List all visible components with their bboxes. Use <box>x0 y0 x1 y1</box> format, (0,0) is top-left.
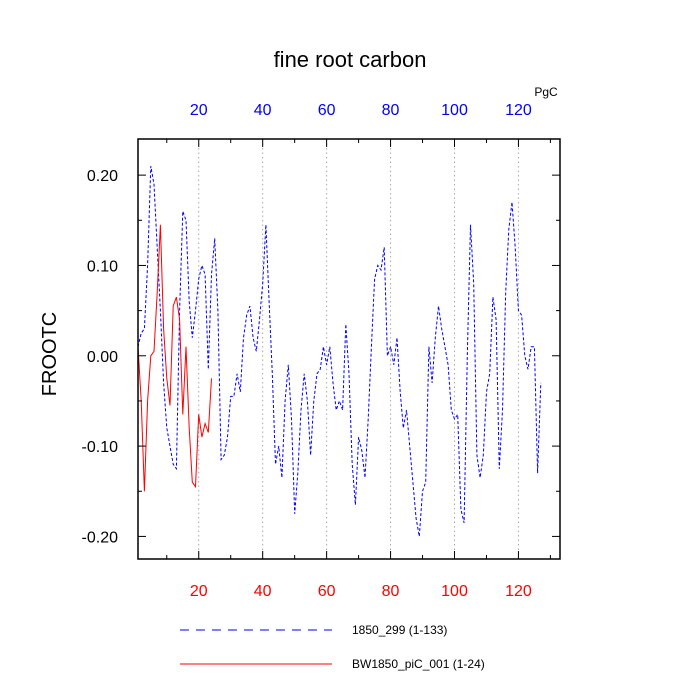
plot-frame <box>137 138 561 560</box>
top-axis-unit: PgC <box>534 85 558 99</box>
y-tick-label: 0.20 <box>87 168 118 185</box>
y-axis-label: FROOTC <box>39 312 61 396</box>
x-tick-label: 20 <box>190 583 208 600</box>
x-tick-label: 100 <box>441 583 468 600</box>
x-tick-label: 60 <box>318 583 336 600</box>
legend: 1850_299 (1-133) BW1850_piC_001 (1-24) <box>180 623 485 671</box>
y-tick-label: 0.00 <box>87 349 118 366</box>
chart-title: fine root carbon <box>274 47 427 72</box>
x-tick-label: 40 <box>254 583 272 600</box>
x-top-tick-label: 120 <box>505 102 532 119</box>
legend-label-1850-299: 1850_299 (1-133) <box>352 623 447 637</box>
y-tick-label: -0.10 <box>82 439 119 456</box>
series-group <box>137 166 542 537</box>
legend-label-bw1850-pic-001: BW1850_piC_001 (1-24) <box>352 657 485 671</box>
x-tick-label: 80 <box>382 583 400 600</box>
x-top-tick-label: 20 <box>190 102 208 119</box>
grid-lines <box>198 139 519 559</box>
x-top-tick-label: 40 <box>254 102 272 119</box>
x-top-tick-label: 100 <box>441 102 468 119</box>
x-tick-label: 120 <box>505 583 532 600</box>
y-tick-label: 0.10 <box>87 258 118 275</box>
x-top-tick-label: 60 <box>318 102 336 119</box>
series-line-bw1850-pic-001 <box>137 224 212 492</box>
x-top-tick-label: 80 <box>382 102 400 119</box>
y-tick-label: -0.20 <box>82 529 119 546</box>
ticks-group: 20 20 40 40 60 60 80 80 100 100 120 120 0.20 0.10 0.00… <box>82 102 560 600</box>
